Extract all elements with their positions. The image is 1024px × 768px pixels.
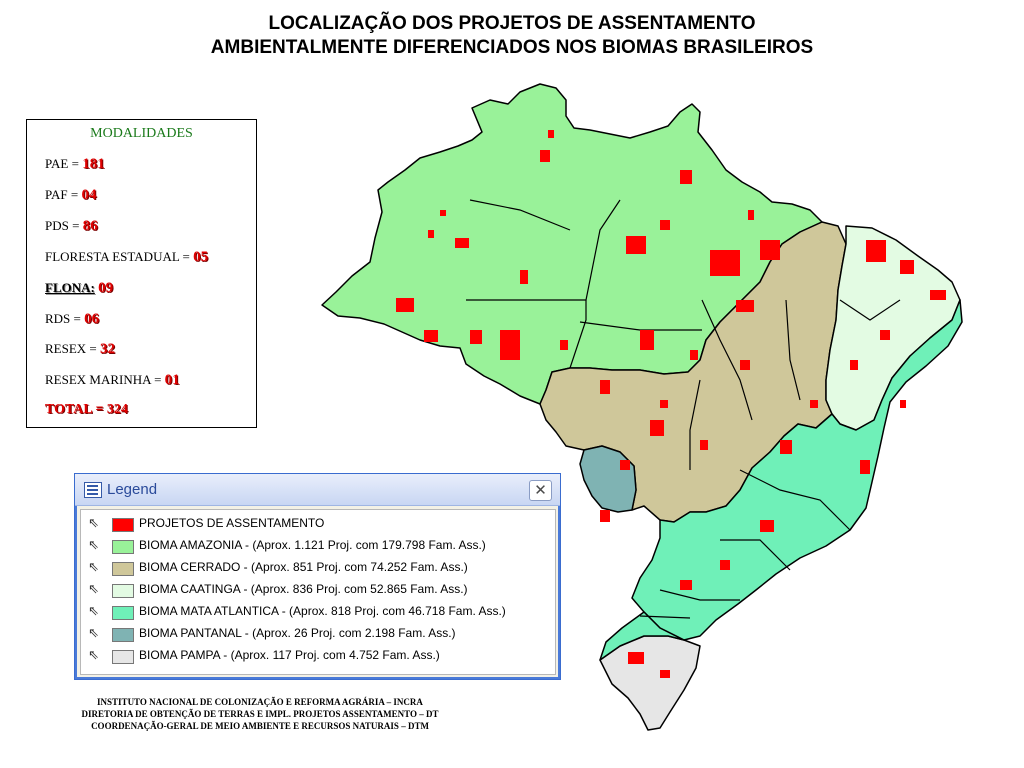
cursor-arrow-icon: ⇖ bbox=[88, 560, 99, 575]
cursor-arrow-icon: ⇖ bbox=[88, 604, 99, 619]
modalidade-label: RDS = bbox=[45, 311, 85, 326]
legend-item-label: BIOMA AMAZONIA - (Aprox. 1.121 Proj. com… bbox=[139, 538, 486, 552]
footer-line1: INSTITUTO NACIONAL DE COLONIZAÇÃO E REFO… bbox=[97, 697, 423, 707]
legend-item-amazonia[interactable]: ⇖ BIOMA AMAZONIA - (Aprox. 1.121 Proj. c… bbox=[81, 536, 551, 556]
legend-item-pantanal[interactable]: ⇖ BIOMA PANTANAL - (Aprox. 26 Proj. com … bbox=[81, 624, 551, 644]
biome-mata-atlantica bbox=[631, 299, 963, 641]
legend-item-label: PROJETOS DE ASSENTAMENTO bbox=[139, 516, 325, 530]
modalidade-row-resex: RESEX = 32 bbox=[45, 341, 115, 358]
legend-swatch bbox=[112, 584, 134, 598]
footer-line3: COORDENAÇÃO-GERAL DE MEIO AMBIENTE E REC… bbox=[91, 721, 429, 731]
footer-credits: INSTITUTO NACIONAL DE COLONIZAÇÃO E REFO… bbox=[40, 696, 480, 732]
legend-list: ⇖ PROJETOS DE ASSENTAMENTO ⇖ BIOMA AMAZO… bbox=[80, 509, 556, 675]
modalidade-label: RESEX MARINHA = bbox=[45, 372, 165, 387]
modalidade-value: 86 bbox=[82, 218, 98, 234]
modalidade-value: 181 bbox=[82, 156, 105, 172]
legend-item-cerrado[interactable]: ⇖ BIOMA CERRADO - (Aprox. 851 Proj. com … bbox=[81, 558, 551, 578]
legend-item-mata-atlantica[interactable]: ⇖ BIOMA MATA ATLANTICA - (Aprox. 818 Pro… bbox=[81, 602, 551, 622]
legend-title-bar[interactable]: Legend ✕ bbox=[75, 474, 560, 506]
cursor-arrow-icon: ⇖ bbox=[88, 516, 99, 531]
modalidade-label: RESEX = bbox=[45, 341, 101, 356]
legend-title: Legend bbox=[107, 481, 158, 498]
legend-swatch bbox=[112, 518, 134, 532]
modalidade-row-paf: PAF = 04 bbox=[45, 187, 97, 204]
legend-item-pampa[interactable]: ⇖ BIOMA PAMPA - (Aprox. 117 Proj. com 4.… bbox=[81, 646, 551, 666]
modalidades-heading: MODALIDADES bbox=[90, 126, 193, 141]
modalidade-value: 32 bbox=[100, 341, 116, 357]
legend-item-label: BIOMA PAMPA - (Aprox. 117 Proj. com 4.75… bbox=[139, 648, 440, 662]
legend-swatch bbox=[112, 540, 134, 554]
modalidade-row-flona: FLONA: 09 bbox=[45, 280, 113, 297]
map-title-line2: AMBIENTALMENTE DIFERENCIADOS NOS BIOMAS … bbox=[210, 37, 814, 58]
legend-item-label: BIOMA PANTANAL - (Aprox. 26 Proj. com 2.… bbox=[139, 626, 456, 640]
modalidade-value: 09 bbox=[98, 280, 114, 296]
modalidade-value: 01 bbox=[164, 372, 180, 388]
modalidade-row-resex-marinha: RESEX MARINHA = 01 bbox=[45, 372, 180, 389]
settlement-markers bbox=[396, 130, 946, 678]
modalidades-total: TOTAL = 324 bbox=[45, 402, 128, 417]
legend-swatch bbox=[112, 562, 134, 576]
legend-item-label: BIOMA CAATINGA - (Aprox. 836 Proj. com 5… bbox=[139, 582, 468, 596]
cursor-arrow-icon: ⇖ bbox=[88, 626, 99, 641]
legend-list-icon bbox=[84, 482, 102, 498]
close-icon[interactable]: ✕ bbox=[529, 480, 552, 501]
modalidade-value: 06 bbox=[84, 311, 100, 327]
legend-swatch bbox=[112, 606, 134, 620]
legend-item-label: BIOMA CERRADO - (Aprox. 851 Proj. com 74… bbox=[139, 560, 468, 574]
map-title: LOCALIZAÇÃO DOS PROJETOS DE ASSENTAMENTO… bbox=[0, 12, 1024, 60]
biome-amazonia bbox=[321, 83, 823, 405]
legend-item-caatinga[interactable]: ⇖ BIOMA CAATINGA - (Aprox. 836 Proj. com… bbox=[81, 580, 551, 600]
map-title-line1: LOCALIZAÇÃO DOS PROJETOS DE ASSENTAMENTO bbox=[268, 13, 756, 34]
legend-item-assentamento[interactable]: ⇖ PROJETOS DE ASSENTAMENTO bbox=[81, 514, 551, 534]
modalidade-label: FLORESTA ESTADUAL = bbox=[45, 249, 194, 264]
modalidade-row-pae: PAE = 181 bbox=[45, 156, 105, 173]
cursor-arrow-icon: ⇖ bbox=[88, 648, 99, 663]
legend-swatch bbox=[112, 650, 134, 664]
modalidade-row-pds: PDS = 86 bbox=[45, 218, 98, 235]
modalidade-value: 05 bbox=[193, 249, 209, 265]
legend-window[interactable]: Legend ✕ ⇖ PROJETOS DE ASSENTAMENTO ⇖ BI… bbox=[74, 473, 561, 680]
modalidade-label: PDS = bbox=[45, 218, 83, 233]
modalidade-label: PAE = bbox=[45, 156, 83, 171]
cursor-arrow-icon: ⇖ bbox=[88, 582, 99, 597]
legend-item-label: BIOMA MATA ATLANTICA - (Aprox. 818 Proj.… bbox=[139, 604, 506, 618]
footer-line2: DIRETORIA DE OBTENÇÃO DE TERRAS E IMPL. … bbox=[81, 709, 439, 719]
modalidade-label: FLONA: bbox=[45, 280, 95, 295]
modalidade-label: PAF = bbox=[45, 187, 82, 202]
modalidades-panel: MODALIDADES PAE = 181 PAF = 04 PDS = 86 … bbox=[26, 119, 257, 428]
modalidade-value: 04 bbox=[81, 187, 97, 203]
modalidade-row-floresta-estadual: FLORESTA ESTADUAL = 05 bbox=[45, 249, 208, 266]
modalidade-row-rds: RDS = 06 bbox=[45, 311, 99, 328]
cursor-arrow-icon: ⇖ bbox=[88, 538, 99, 553]
legend-swatch bbox=[112, 628, 134, 642]
